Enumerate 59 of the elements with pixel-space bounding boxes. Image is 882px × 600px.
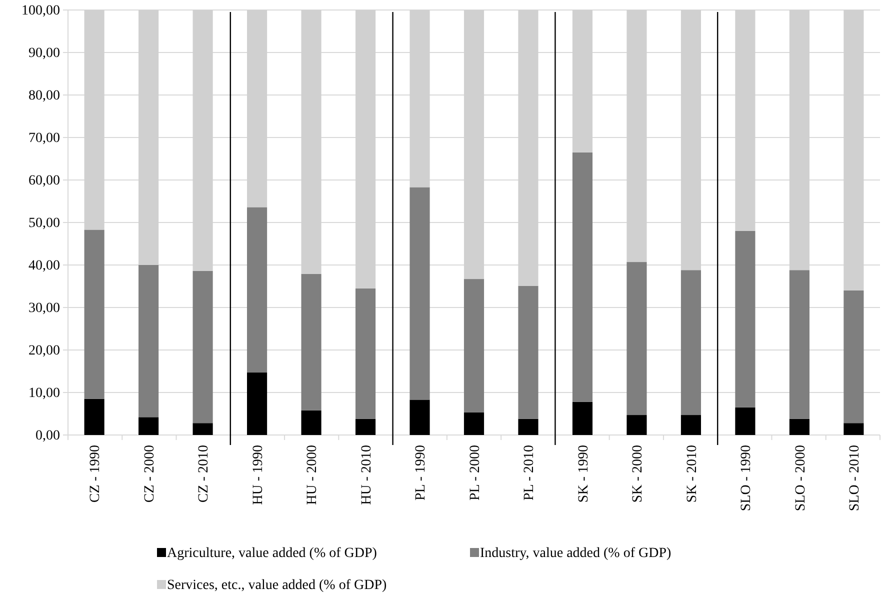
legend-label: Agriculture, value added (% of GDP) [167, 546, 378, 561]
bar [464, 412, 484, 435]
bar [84, 230, 104, 399]
x-tick-label: HU - 2000 [305, 445, 320, 505]
bar [789, 418, 810, 435]
x-tick-label: HU - 2010 [359, 445, 374, 505]
bar [410, 400, 430, 435]
x-tick-label: HU - 1990 [250, 445, 266, 505]
bar [138, 265, 159, 418]
bar [518, 418, 538, 435]
bar [844, 423, 864, 435]
x-tick-label: SK - 1990 [576, 445, 592, 503]
y-tick-label: 80,00 [28, 88, 60, 104]
y-tick-label: 90,00 [28, 46, 60, 61]
bar [626, 262, 647, 416]
bar [192, 270, 213, 424]
bar [84, 398, 104, 435]
bar [301, 410, 322, 435]
bar [355, 418, 376, 435]
bar [735, 231, 756, 408]
x-tick-label: CZ - 1990 [88, 445, 104, 503]
y-tick-label: 10,00 [28, 386, 60, 401]
x-tick-label: PL - 1990 [414, 445, 429, 500]
bar [518, 286, 538, 419]
x-tick-label: SLO - 2000 [793, 445, 808, 512]
legend-label: Industry, value added (% of GDP) [480, 546, 672, 561]
bar [735, 407, 756, 435]
legend-label: Services, etc., value added (% of GDP) [167, 578, 387, 593]
x-tick-label: CZ - 2010 [196, 445, 212, 503]
bar [247, 207, 268, 373]
y-tick-label: 60,00 [28, 173, 60, 188]
y-tick-label: 20,00 [28, 343, 60, 358]
y-tick-label: 100,00 [22, 3, 60, 18]
x-tick-label: SK - 2010 [684, 445, 700, 503]
x-tick-label: SLO - 1990 [739, 445, 754, 512]
y-tick-label: 30,00 [28, 300, 60, 316]
bar [138, 417, 159, 435]
x-tick-label: PL - 2010 [522, 445, 538, 500]
y-tick-label: 50,00 [28, 216, 60, 231]
bar [844, 290, 864, 424]
bar [247, 372, 268, 435]
bar [464, 279, 484, 412]
bar [626, 415, 647, 435]
bar [680, 270, 702, 416]
bar [192, 423, 213, 435]
bar [410, 187, 430, 400]
y-tick-label: 0,00 [36, 428, 60, 444]
x-tick-label: PL - 2000 [468, 445, 483, 500]
bar [789, 270, 810, 419]
y-tick-label: 70,00 [28, 130, 60, 146]
x-tick-label: SLO - 2010 [848, 445, 863, 512]
x-tick-label: CZ - 2000 [142, 445, 158, 503]
x-tick-label: SK - 2000 [630, 445, 646, 503]
bar [572, 402, 593, 435]
bar [572, 152, 593, 402]
bar [301, 274, 322, 410]
y-tick-label: 40,00 [28, 258, 60, 274]
bar [355, 288, 376, 419]
bar [680, 415, 702, 435]
